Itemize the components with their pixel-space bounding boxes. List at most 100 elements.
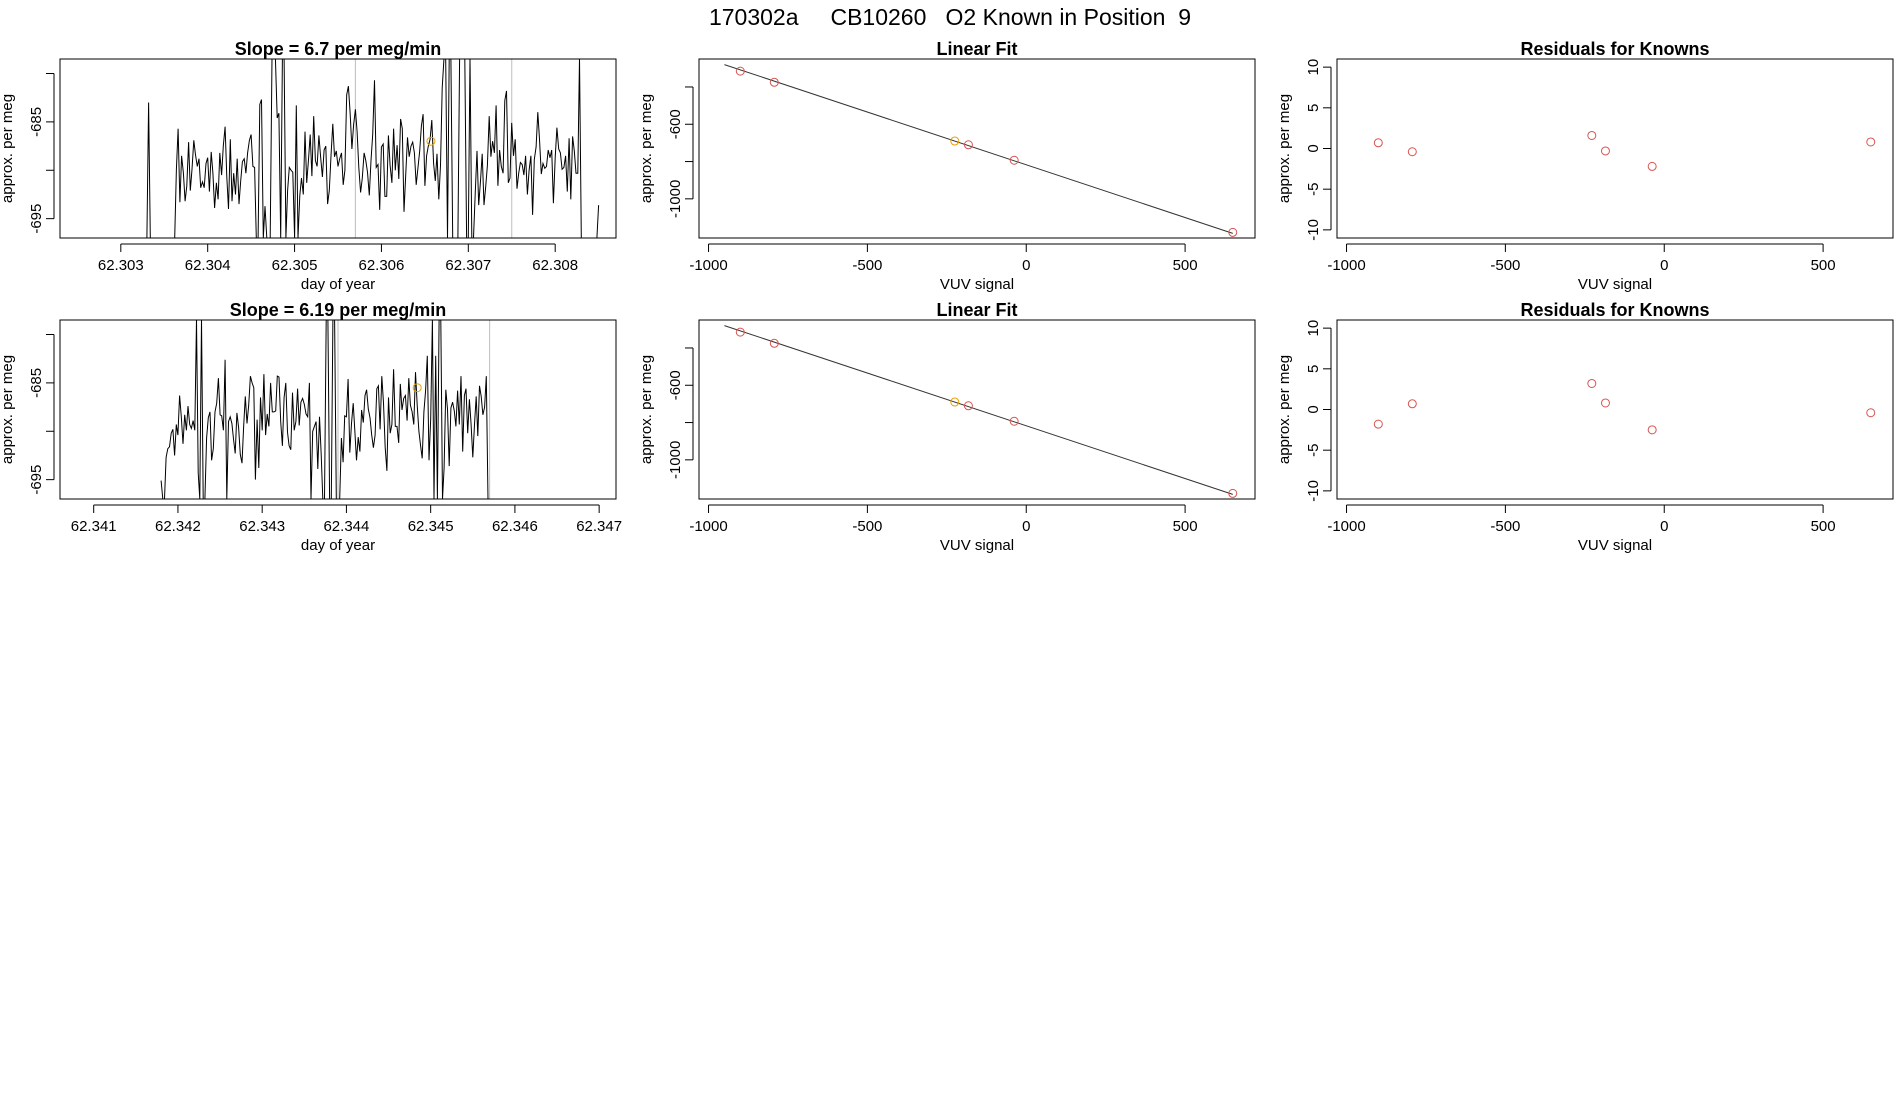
series-line: [146, 59, 600, 238]
series-line: [160, 320, 489, 499]
plot-frame: [59, 319, 617, 500]
chart-title: Slope = 6.19 per meg/min: [230, 300, 447, 320]
plot-frame: [59, 58, 617, 239]
x-tick-label: 62.303: [98, 257, 144, 274]
y-tick-label: -10: [1305, 219, 1322, 241]
y-tick-label: -600: [667, 109, 684, 139]
data-point: [1228, 488, 1238, 498]
y-tick-label: -1000: [667, 180, 684, 218]
y-tick-label: -685: [28, 368, 45, 398]
y-axis-label: approx. per meg: [1276, 94, 1293, 203]
x-axis-label: VUV signal: [940, 276, 1014, 293]
x-tick-label: 0: [1022, 257, 1030, 274]
plot-area: [160, 320, 491, 499]
x-tick-label: 62.304: [185, 257, 231, 274]
y-tick-label: -695: [28, 465, 45, 495]
data-point: [769, 77, 779, 87]
y-tick-label: 10: [1305, 320, 1322, 337]
y-axis-label: approx. per meg: [0, 94, 16, 203]
x-tick-label: 62.346: [492, 518, 538, 535]
y-tick-label: -695: [28, 204, 45, 234]
chart-title: Slope = 6.7 per meg/min: [235, 39, 442, 59]
y-axis-label: approx. per meg: [638, 355, 655, 464]
data-point: [1866, 137, 1876, 147]
data-point: [735, 327, 745, 337]
x-tick-label: 62.344: [323, 518, 369, 535]
y-tick-label: 10: [1305, 59, 1322, 76]
x-tick-label: -1000: [1327, 518, 1365, 535]
x-tick-label: -1000: [689, 257, 727, 274]
x-tick-label: 62.342: [155, 518, 201, 535]
chart-title: Residuals for Knowns: [1520, 39, 1709, 59]
data-point: [950, 136, 960, 146]
x-tick-label: 500: [1173, 257, 1198, 274]
plot-frame: [698, 58, 1256, 239]
data-point: [769, 338, 779, 348]
data-point: [1373, 138, 1383, 148]
x-tick-label: 500: [1173, 518, 1198, 535]
x-tick-label: 0: [1022, 518, 1030, 535]
plot-area: [1373, 378, 1876, 435]
data-point: [950, 397, 960, 407]
data-point: [1647, 161, 1657, 171]
x-tick-label: -1000: [689, 518, 727, 535]
y-tick-label: 0: [1305, 144, 1322, 152]
x-tick-label: 0: [1660, 257, 1668, 274]
data-point: [1407, 399, 1417, 409]
x-tick-label: 62.345: [408, 518, 454, 535]
y-tick-label: -5: [1305, 183, 1322, 196]
data-point: [1407, 147, 1417, 157]
x-tick-label: -1000: [1327, 257, 1365, 274]
data-point: [963, 140, 973, 150]
y-tick-label: -10: [1305, 480, 1322, 502]
fit-line: [724, 325, 1233, 495]
y-tick-label: 5: [1305, 104, 1322, 112]
y-tick-label: -600: [667, 370, 684, 400]
fit-line: [724, 64, 1233, 234]
x-tick-label: -500: [852, 518, 882, 535]
plot-frame: [1336, 319, 1894, 500]
plot-frame: [1336, 58, 1894, 239]
x-tick-label: 62.343: [239, 518, 285, 535]
chart-title: Residuals for Knowns: [1520, 300, 1709, 320]
x-tick-label: 62.308: [532, 257, 578, 274]
x-tick-label: -500: [852, 257, 882, 274]
x-tick-label: 62.305: [272, 257, 318, 274]
data-point: [735, 66, 745, 76]
chart-fit-1: Linear Fit -1000 -500 0 500 VUV signal -600 -10…: [638, 39, 1256, 293]
x-tick-label: 62.306: [358, 257, 404, 274]
x-tick-label: -500: [1490, 518, 1520, 535]
x-axis-label: VUV signal: [940, 537, 1014, 554]
x-tick-label: 0: [1660, 518, 1668, 535]
data-point: [1587, 130, 1597, 140]
chart-title: Linear Fit: [936, 39, 1017, 59]
chart-resid-1: Residuals for Knowns -1000 -500 0 500 VUV sig…: [1276, 39, 1894, 293]
x-tick-label: 500: [1811, 518, 1836, 535]
data-point: [1587, 378, 1597, 388]
plot-area: [724, 64, 1238, 237]
y-axis-label: approx. per meg: [1276, 355, 1293, 464]
chart-fit-2: Linear Fit -1000 -500 0 500 VUV signal -600 -10…: [638, 300, 1256, 554]
y-tick-label: 0: [1305, 405, 1322, 413]
chart-title: Linear Fit: [936, 300, 1017, 320]
x-axis-label: VUV signal: [1578, 537, 1652, 554]
chart-drift-1: Slope = 6.7 per meg/min 62.303 62.304 62.30…: [0, 39, 617, 293]
x-axis-label: day of year: [301, 537, 375, 554]
y-tick-label: -5: [1305, 444, 1322, 457]
data-point: [1373, 419, 1383, 429]
y-tick-label: -1000: [667, 441, 684, 479]
x-tick-label: 62.341: [71, 518, 117, 535]
y-tick-label: 5: [1305, 365, 1322, 373]
data-point: [963, 401, 973, 411]
data-point: [1866, 408, 1876, 418]
x-tick-label: -500: [1490, 257, 1520, 274]
x-tick-label: 500: [1811, 257, 1836, 274]
data-point: [1647, 425, 1657, 435]
x-axis-label: day of year: [301, 276, 375, 293]
chart-resid-2: Residuals for Knowns -1000 -500 0 500 VUV sig…: [1276, 300, 1894, 554]
y-tick-label: -685: [28, 107, 45, 137]
data-point: [1228, 227, 1238, 237]
plot-area: [146, 59, 600, 238]
x-axis-label: VUV signal: [1578, 276, 1652, 293]
